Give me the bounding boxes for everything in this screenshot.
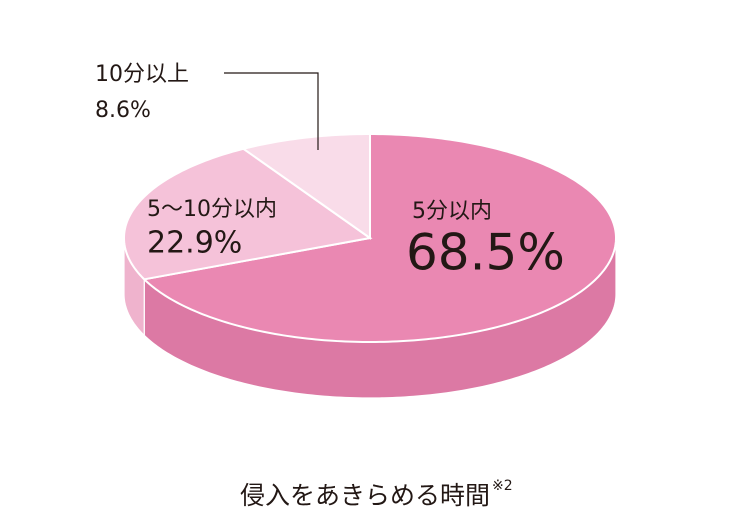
value-label: 68.5%	[406, 224, 565, 282]
slice	[241, 132, 371, 240]
category-label: 10分以上	[95, 62, 189, 87]
title-note: ※2	[492, 478, 513, 494]
category-label: 5〜10分以内	[147, 197, 277, 222]
value-label: 22.9%	[147, 226, 242, 261]
category-label: 5分以内	[412, 199, 492, 224]
slice	[123, 147, 373, 281]
value-label: 8.6%	[95, 98, 151, 123]
leader-line	[224, 72, 319, 150]
chart-title: 侵入をあきらめる時間	[240, 481, 490, 510]
slice	[142, 132, 617, 343]
